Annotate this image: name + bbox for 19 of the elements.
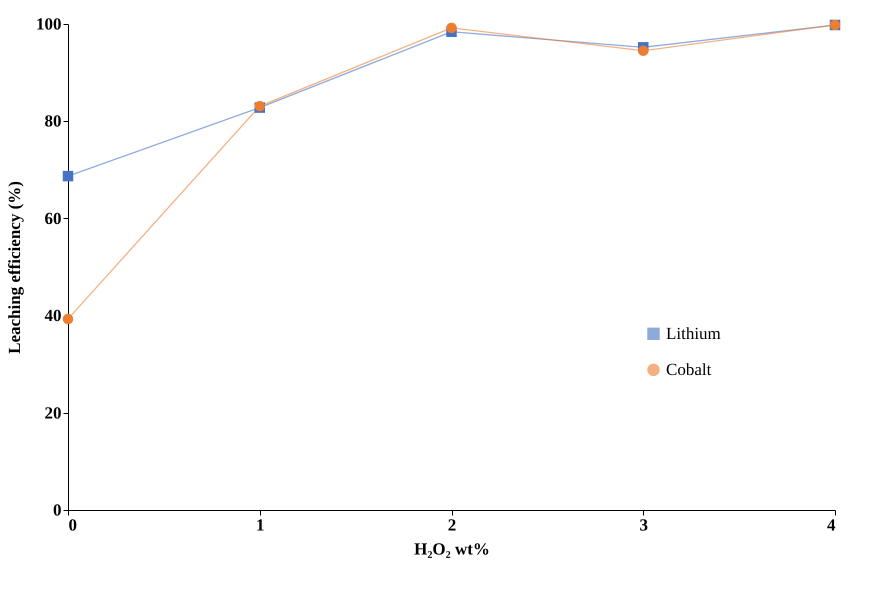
point [62,170,74,182]
point [446,22,457,34]
y-tick-label: 0 [53,500,62,520]
legend-label: Cobalt [666,360,712,379]
y-tick-label: 100 [36,14,62,34]
x-tick-label: 0 [68,516,77,534]
y-tick-label: 40 [44,306,62,326]
x-tick-label: 4 [827,516,836,534]
x-tick-label: 2 [448,516,456,534]
y-tick-label: 80 [44,112,62,131]
x-axis-title: H₂O₂ wt% [414,540,490,558]
point [62,314,74,324]
y-tick-label: 60 [44,208,62,228]
y-tick-label: 20 [44,403,62,422]
y-axis-title: Leaching efficiency (%) [5,181,24,354]
point [638,45,648,56]
x-tick-label: 3 [640,516,648,534]
legend-label: Lithium [666,324,721,343]
x-tick-label: 1 [256,516,264,534]
